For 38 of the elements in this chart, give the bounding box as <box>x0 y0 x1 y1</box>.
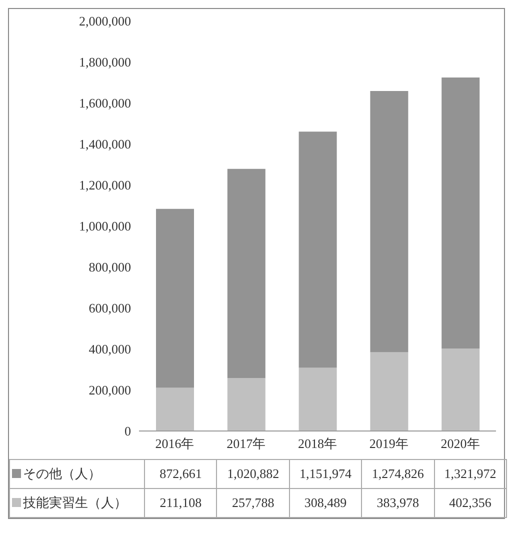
data-label: 872,661 <box>144 460 217 488</box>
bar <box>370 352 408 431</box>
bar <box>370 90 408 352</box>
data-label: 257,788 <box>216 488 290 518</box>
bar <box>227 168 266 378</box>
y-tick-label: 1,200,000 <box>79 178 131 193</box>
data-label: 211,108 <box>144 488 217 518</box>
data-label: 308,489 <box>289 488 362 518</box>
y-tick-label: 1,800,000 <box>79 54 131 70</box>
legend-label: 技能実習生（人） <box>10 488 144 518</box>
y-tick-label: 1,000,000 <box>79 218 131 234</box>
y-tick-label: 1,400,000 <box>79 136 131 152</box>
legend-label: その他（人） <box>10 460 144 488</box>
bar <box>442 348 480 431</box>
x-tick-label: 2017年 <box>226 436 266 452</box>
y-tick-label: 0 <box>124 424 131 439</box>
y-tick-label: 2,000,000 <box>79 14 131 29</box>
y-tick-label: 200,000 <box>88 382 131 398</box>
y-tick-label: 400,000 <box>88 342 131 357</box>
data-label: 383,978 <box>362 488 434 518</box>
data-label: 1,151,974 <box>289 460 362 488</box>
data-label: 402,356 <box>434 488 506 518</box>
bar <box>156 208 194 388</box>
data-label: 1,020,882 <box>216 460 290 488</box>
data-label: 1,321,972 <box>434 460 506 488</box>
bar <box>298 132 337 368</box>
x-tick-label: 2018年 <box>298 436 337 452</box>
data-label: 1,274,826 <box>362 460 434 488</box>
y-tick-label: 1,600,000 <box>79 96 131 111</box>
x-tick-label: 2016年 <box>155 436 194 452</box>
bar <box>156 388 194 431</box>
y-tick-label: 600,000 <box>88 300 131 316</box>
bar <box>227 378 266 431</box>
y-tick-label: 800,000 <box>88 260 131 275</box>
x-tick-label: 2019年 <box>369 436 408 452</box>
bar <box>442 78 480 349</box>
bar <box>298 368 337 431</box>
x-tick-label: 2020年 <box>440 436 480 452</box>
